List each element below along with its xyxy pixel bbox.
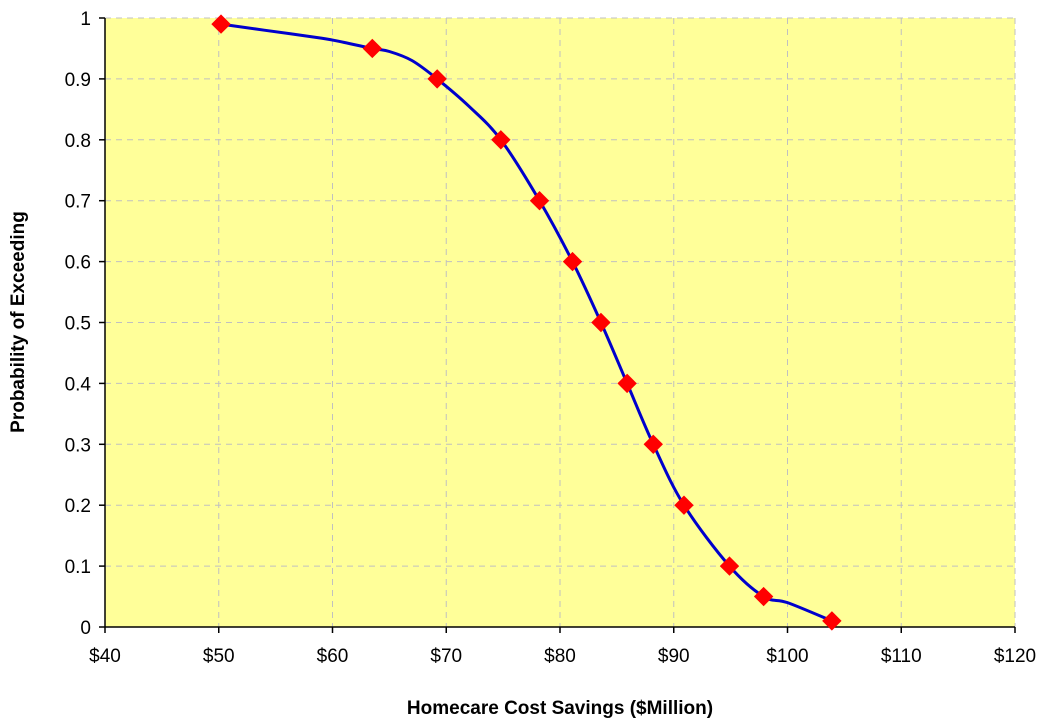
- y-tick-label: 0: [80, 618, 91, 639]
- series-curve: [219, 22, 834, 623]
- data-point-marker: [753, 586, 774, 607]
- data-point-marker: [643, 434, 663, 455]
- x-tick-label: $70: [430, 646, 462, 667]
- y-tick-label: 0.3: [65, 435, 91, 456]
- data-point-marker: [529, 190, 550, 211]
- y-tick-label: 0.8: [65, 131, 91, 152]
- data-point-marker: [674, 495, 694, 515]
- data-point-marker: [211, 14, 231, 34]
- data-point-marker: [617, 373, 637, 394]
- y-tick-label: 0.7: [65, 192, 91, 213]
- x-tick-label: $120: [994, 646, 1036, 667]
- x-tick-label: $90: [658, 646, 690, 667]
- x-tick-label: $80: [544, 646, 576, 667]
- data-point-marker: [562, 251, 583, 272]
- data-point-marker: [719, 556, 740, 576]
- x-tick-label: $60: [317, 646, 349, 667]
- data-point-marker: [591, 312, 611, 333]
- data-point-marker: [362, 38, 383, 59]
- y-tick-label: 0.6: [65, 253, 91, 274]
- data-point-marker: [427, 69, 447, 89]
- axes: [99, 17, 1016, 633]
- data-point-marker: [491, 130, 511, 150]
- y-tick-label: 1: [80, 9, 91, 30]
- x-tick-label: $40: [89, 646, 121, 667]
- data-point-marker: [822, 611, 842, 631]
- y-tick-label: 0.2: [65, 496, 91, 517]
- y-tick-label: 0.1: [65, 557, 91, 578]
- y-tick-label: 0.9: [65, 70, 91, 91]
- data-markers: [211, 14, 842, 631]
- series-line: [219, 22, 834, 623]
- y-tick-label: 0.5: [65, 314, 91, 335]
- x-tick-label: $50: [203, 646, 235, 667]
- x-tick-label: $100: [766, 646, 808, 667]
- x-tick-label: $110: [881, 646, 922, 667]
- y-tick-label: 0.4: [65, 374, 92, 395]
- tick-labels: 0 0.1 0.2 0.3 0.4 0.5 0.6 0.7 0.8 0.9 1 $40 $50 $60 $7…: [65, 9, 1037, 667]
- y-axis-title: Probability of Exceeding: [8, 211, 29, 433]
- grid-lines: [105, 17, 1016, 627]
- x-axis-title: Homecare Cost Savings ($Million): [407, 698, 713, 719]
